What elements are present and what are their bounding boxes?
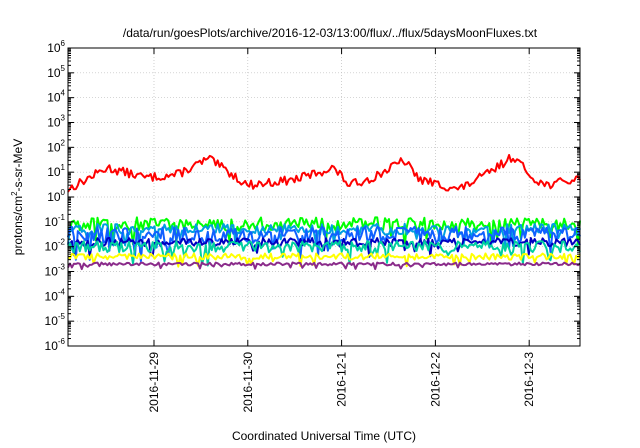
x-tick-label: 2016-11-30 — [241, 352, 255, 413]
chart-title: /data/run/goesPlots/archive/2016-12-03/1… — [123, 26, 538, 40]
y-tick-label: 101 — [47, 163, 65, 179]
series-line — [67, 237, 581, 258]
y-tick-label: 10-2 — [45, 238, 66, 254]
y-tick-label: 102 — [47, 138, 65, 154]
y-tick-labels: 10-6 10-5 10-4 10-3 10-2 10-1 100 101 102 103 104 1… — [45, 39, 66, 353]
y-axis-label: protons/cm2-s-sr-MeV — [10, 139, 25, 255]
x-tick-label: 2016-12-3 — [522, 352, 536, 407]
y-tick-label: 106 — [47, 39, 65, 55]
ticks — [68, 47, 580, 347]
series-line — [67, 240, 581, 267]
series-line — [67, 252, 581, 268]
series-line — [67, 261, 581, 271]
y-tick-label: 10-3 — [45, 263, 66, 279]
series-line — [67, 225, 581, 263]
x-tick-label: 2016-12-2 — [428, 352, 442, 407]
y-tick-label: 10-4 — [45, 287, 66, 303]
y-tick-label: 10-6 — [45, 337, 66, 353]
y-tick-label: 10-5 — [45, 312, 66, 328]
x-tick-labels: 2016-11-29 2016-11-30 2016-12-1 2016-12-2 20… — [147, 352, 536, 413]
y-tick-label: 104 — [47, 89, 65, 105]
x-tick-label: 2016-12-1 — [335, 352, 349, 407]
y-tick-label: 100 — [47, 188, 65, 204]
x-axis-label: Coordinated Universal Time (UTC) — [232, 429, 416, 443]
series-group — [67, 154, 581, 271]
grid — [68, 48, 580, 346]
y-tick-label: 10-1 — [45, 213, 66, 229]
x-tick-label: 2016-11-29 — [147, 352, 161, 413]
series-line — [67, 154, 581, 193]
y-tick-label: 103 — [47, 114, 65, 130]
y-tick-label: 105 — [47, 64, 65, 80]
